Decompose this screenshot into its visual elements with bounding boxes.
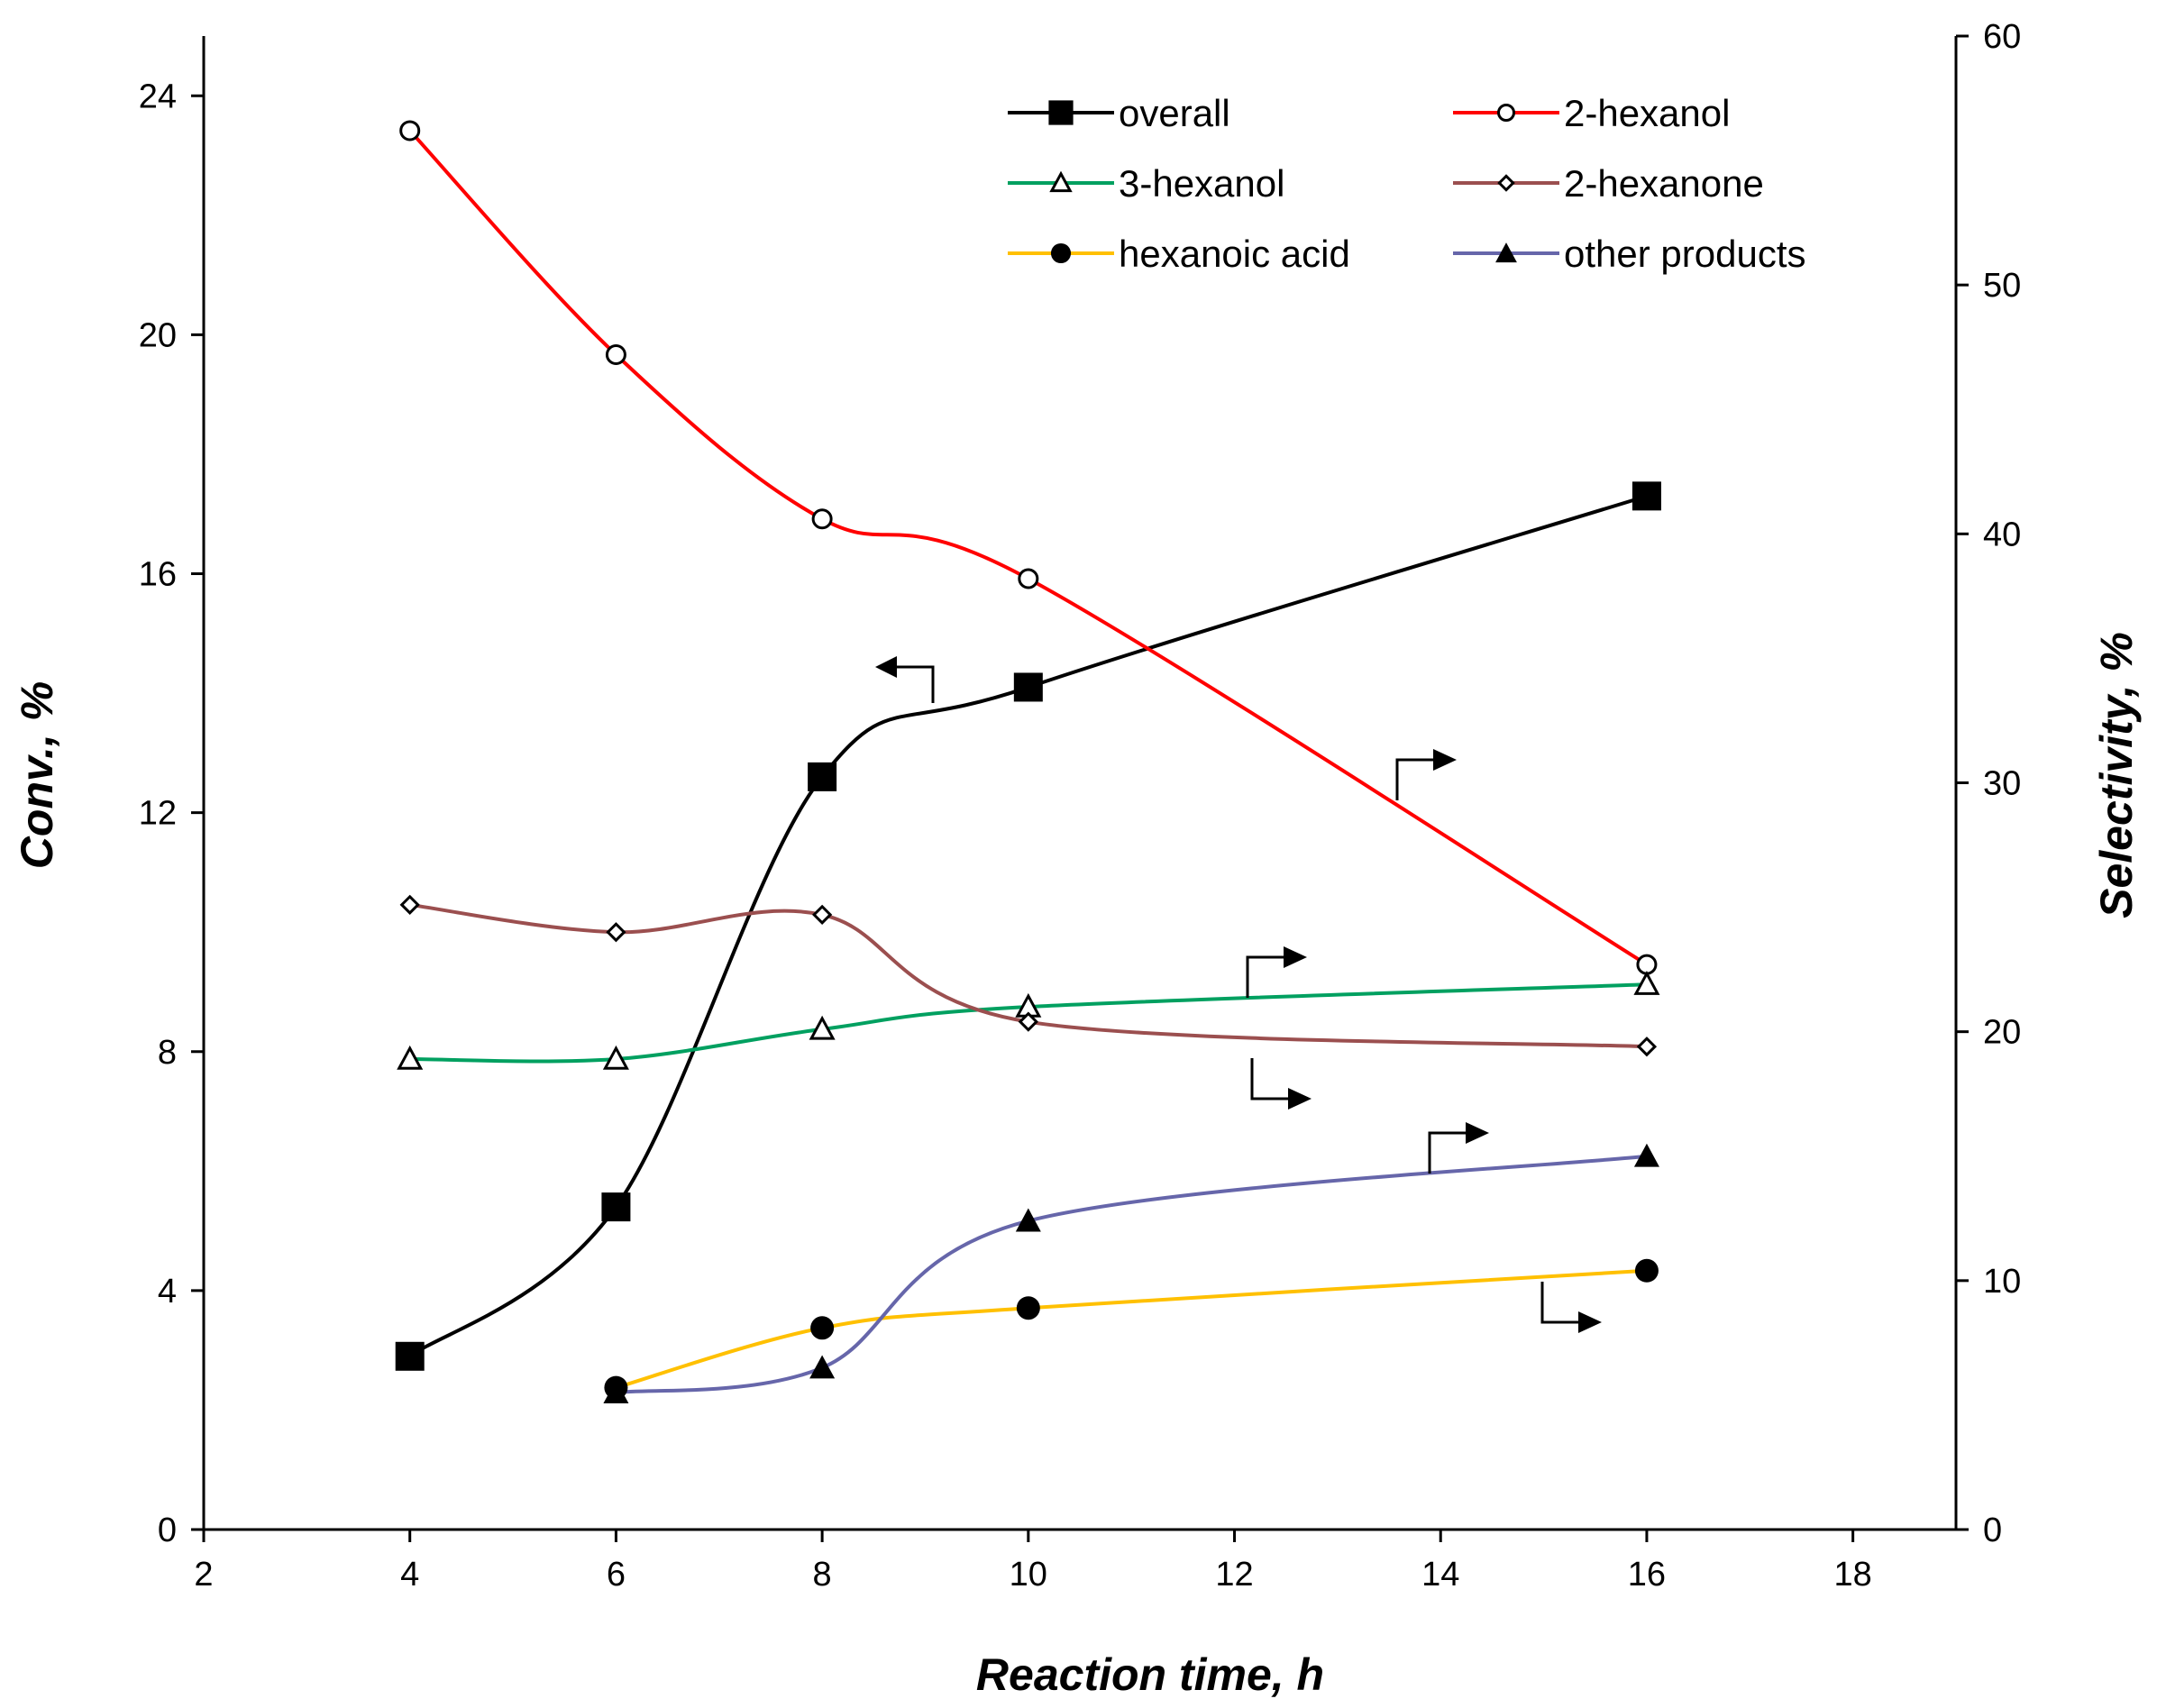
point-3-hexanol — [397, 1045, 424, 1070]
y2-tick-label: 60 — [1983, 18, 2021, 56]
point-2-hexanone — [811, 904, 833, 925]
y2-tick-label: 40 — [1983, 516, 2021, 553]
point-overall — [601, 1192, 631, 1222]
point-2-hexanone — [606, 922, 626, 943]
legend-label: 2-hexanol — [1564, 92, 1730, 134]
y-tick-label: 0 — [158, 1512, 177, 1549]
series-line-3-hexanol — [409, 982, 1648, 1064]
axis-arrow — [1540, 1282, 1602, 1333]
point-hexanoic-acid — [1634, 1258, 1659, 1283]
legend-marker — [1050, 242, 1072, 264]
point-2-hexanone — [399, 894, 420, 915]
axis-arrow-shaft — [1428, 1131, 1466, 1174]
point-2-hexanone — [1018, 1011, 1038, 1032]
axis-arrow-head — [1288, 1088, 1312, 1110]
y-tick-label: 4 — [158, 1273, 177, 1311]
y-tick-label: 16 — [139, 556, 177, 594]
x-tick-label: 6 — [607, 1556, 626, 1594]
point-overall — [808, 762, 837, 791]
legend-marker — [1048, 100, 1074, 125]
series-line-2-hexanone — [409, 902, 1648, 1049]
legend-item-other-products: other products — [1453, 233, 1806, 275]
x-tick-label: 4 — [400, 1556, 419, 1594]
axis-arrow-shaft — [897, 665, 935, 703]
x-tick-label: 10 — [1010, 1556, 1047, 1594]
point-other-products — [1015, 1208, 1041, 1232]
axis-arrow-head — [1466, 1122, 1489, 1144]
x-tick-label: 16 — [1628, 1556, 1666, 1594]
legend-item-3-hexanol: 3-hexanol — [1008, 162, 1284, 205]
axis-arrows — [875, 656, 1602, 1333]
point-overall — [1013, 672, 1043, 702]
point-2-hexanone — [1636, 1037, 1658, 1057]
point-3-hexanol — [1633, 971, 1660, 995]
legend-item-2-hexanone: 2-hexanone — [1453, 162, 1764, 205]
x-tick-label: 18 — [1834, 1556, 1872, 1594]
point-hexanoic-acid — [1016, 1296, 1040, 1320]
axis-arrow-shaft — [1540, 1282, 1578, 1324]
axis-arrow-head — [1578, 1311, 1602, 1333]
legend-label: overall — [1119, 92, 1230, 134]
legend-marker — [1049, 170, 1073, 193]
series-line-other-products — [616, 1154, 1648, 1395]
y2-tick-label: 20 — [1983, 1014, 2021, 1052]
y2-tick-label: 10 — [1983, 1263, 2021, 1301]
legend-label: 2-hexanone — [1564, 162, 1764, 205]
legend-label: other products — [1564, 233, 1806, 275]
series-line-hexanoic-acid — [615, 1268, 1648, 1390]
legend-item-overall: overall — [1008, 92, 1230, 134]
point-hexanoic-acid — [810, 1316, 835, 1340]
series-markers — [395, 120, 1661, 1404]
y2-axis-title: Selectivity, % — [2091, 632, 2142, 918]
axis-arrow — [1428, 1122, 1489, 1174]
axis-arrow — [875, 656, 935, 703]
axis-arrow-shaft — [1395, 758, 1433, 800]
x-tick-label: 2 — [194, 1556, 213, 1594]
point-2-hexanol — [399, 120, 421, 142]
legend-label: hexanoic acid — [1119, 233, 1350, 275]
axis-arrow — [1250, 1058, 1312, 1110]
x-tick-label: 12 — [1215, 1556, 1253, 1594]
x-axis-title: Reaction time, h — [976, 1649, 1324, 1700]
series-line-2-hexanol — [408, 129, 1648, 966]
y-tick-label: 24 — [139, 78, 177, 115]
series-curves — [408, 129, 1648, 1395]
y2-tick-label: 50 — [1983, 267, 2021, 305]
axis-arrow — [1395, 749, 1457, 800]
axis-arrow-head — [875, 656, 897, 678]
y-tick-label: 8 — [158, 1034, 177, 1072]
legend-item-2-hexanol: 2-hexanol — [1453, 92, 1730, 134]
point-2-hexanol — [1018, 568, 1039, 589]
legend: overall 2-hexanol 3-hexanol 2-hexanone hexan… — [1008, 92, 1806, 275]
x-tick-label: 8 — [813, 1556, 832, 1594]
point-other-products — [809, 1355, 836, 1379]
x-tick-label: 14 — [1421, 1556, 1459, 1594]
legend-marker — [1497, 174, 1515, 192]
point-other-products — [603, 1380, 629, 1404]
axis-arrow-head — [1284, 946, 1307, 968]
legend-marker — [1495, 242, 1517, 263]
legend-label: 3-hexanol — [1119, 162, 1284, 205]
point-3-hexanol — [809, 1015, 836, 1040]
y-tick-label: 20 — [139, 316, 177, 354]
axis-arrow-shaft — [1250, 1058, 1288, 1101]
axis-arrow-shaft — [1246, 955, 1284, 998]
legend-item-hexanoic-acid: hexanoic acid — [1008, 233, 1350, 275]
y2-tick-label: 30 — [1983, 765, 2021, 803]
y2-tick-label: 0 — [1983, 1512, 2002, 1549]
point-2-hexanol — [605, 343, 626, 365]
point-3-hexanol — [602, 1045, 629, 1070]
legend-marker — [1497, 104, 1515, 122]
axis-arrow-head — [1433, 749, 1457, 771]
y-tick-label: 12 — [139, 795, 177, 833]
point-2-hexanol — [811, 508, 833, 530]
point-other-products — [1633, 1143, 1659, 1167]
point-overall — [1631, 481, 1661, 511]
point-overall — [395, 1341, 425, 1371]
axis-arrow — [1246, 946, 1307, 998]
y-axis-title: Conv., % — [12, 681, 62, 869]
